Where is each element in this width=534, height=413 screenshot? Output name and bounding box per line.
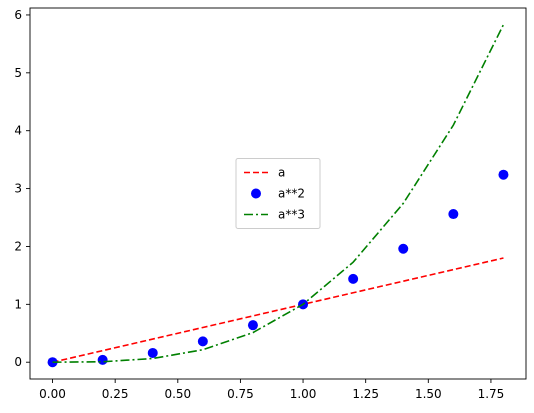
legend-box — [235, 158, 321, 229]
plot-frame — [29, 7, 527, 380]
series-1-point-1 — [97, 354, 108, 365]
series-1-point-4 — [247, 320, 258, 331]
legend-label-2: a**3 — [278, 208, 305, 222]
x-tick-label-1: 0.25 — [102, 387, 129, 401]
series-1-point-3 — [197, 336, 208, 347]
x-tick-label-0: 0.00 — [39, 387, 66, 401]
legend-label-0: a — [278, 166, 285, 180]
y-tick-label-1: 1 — [14, 297, 22, 311]
x-tick-label-5: 1.25 — [352, 387, 379, 401]
series-layer — [47, 24, 509, 368]
y-tick-label-6: 6 — [14, 8, 22, 22]
series-2-line — [52, 24, 505, 364]
y-tick-label-2: 2 — [14, 239, 22, 253]
series-1-point-9 — [498, 169, 509, 180]
legend-label-1: a**2 — [278, 187, 305, 201]
series-1-point-7 — [398, 243, 409, 254]
x-tick-label-3: 0.75 — [227, 387, 254, 401]
series-1-point-0 — [47, 357, 58, 368]
y-tick-label-5: 5 — [14, 66, 22, 80]
axes-layer: 0.00 0.25 0.50 0.75 1.00 1.25 1.50 1.75 0 1 2 3 4 5 6 — [14, 7, 527, 401]
series-1-point-8 — [448, 209, 459, 220]
series-1-point-6 — [348, 273, 359, 284]
series-0-line — [52, 257, 504, 363]
x-tick-label-6: 1.50 — [415, 387, 442, 401]
legend: a a**2 a**3 — [235, 158, 321, 229]
legend-marker-1 — [251, 188, 261, 199]
x-tick-label-2: 0.50 — [164, 387, 191, 401]
series-1-point-2 — [147, 347, 158, 358]
y-tick-label-3: 3 — [14, 182, 22, 196]
x-tick-label-4: 1.00 — [290, 387, 317, 401]
y-tick-label-0: 0 — [14, 355, 22, 369]
x-tick-label-7: 1.75 — [478, 387, 505, 401]
y-tick-label-4: 4 — [14, 124, 22, 138]
